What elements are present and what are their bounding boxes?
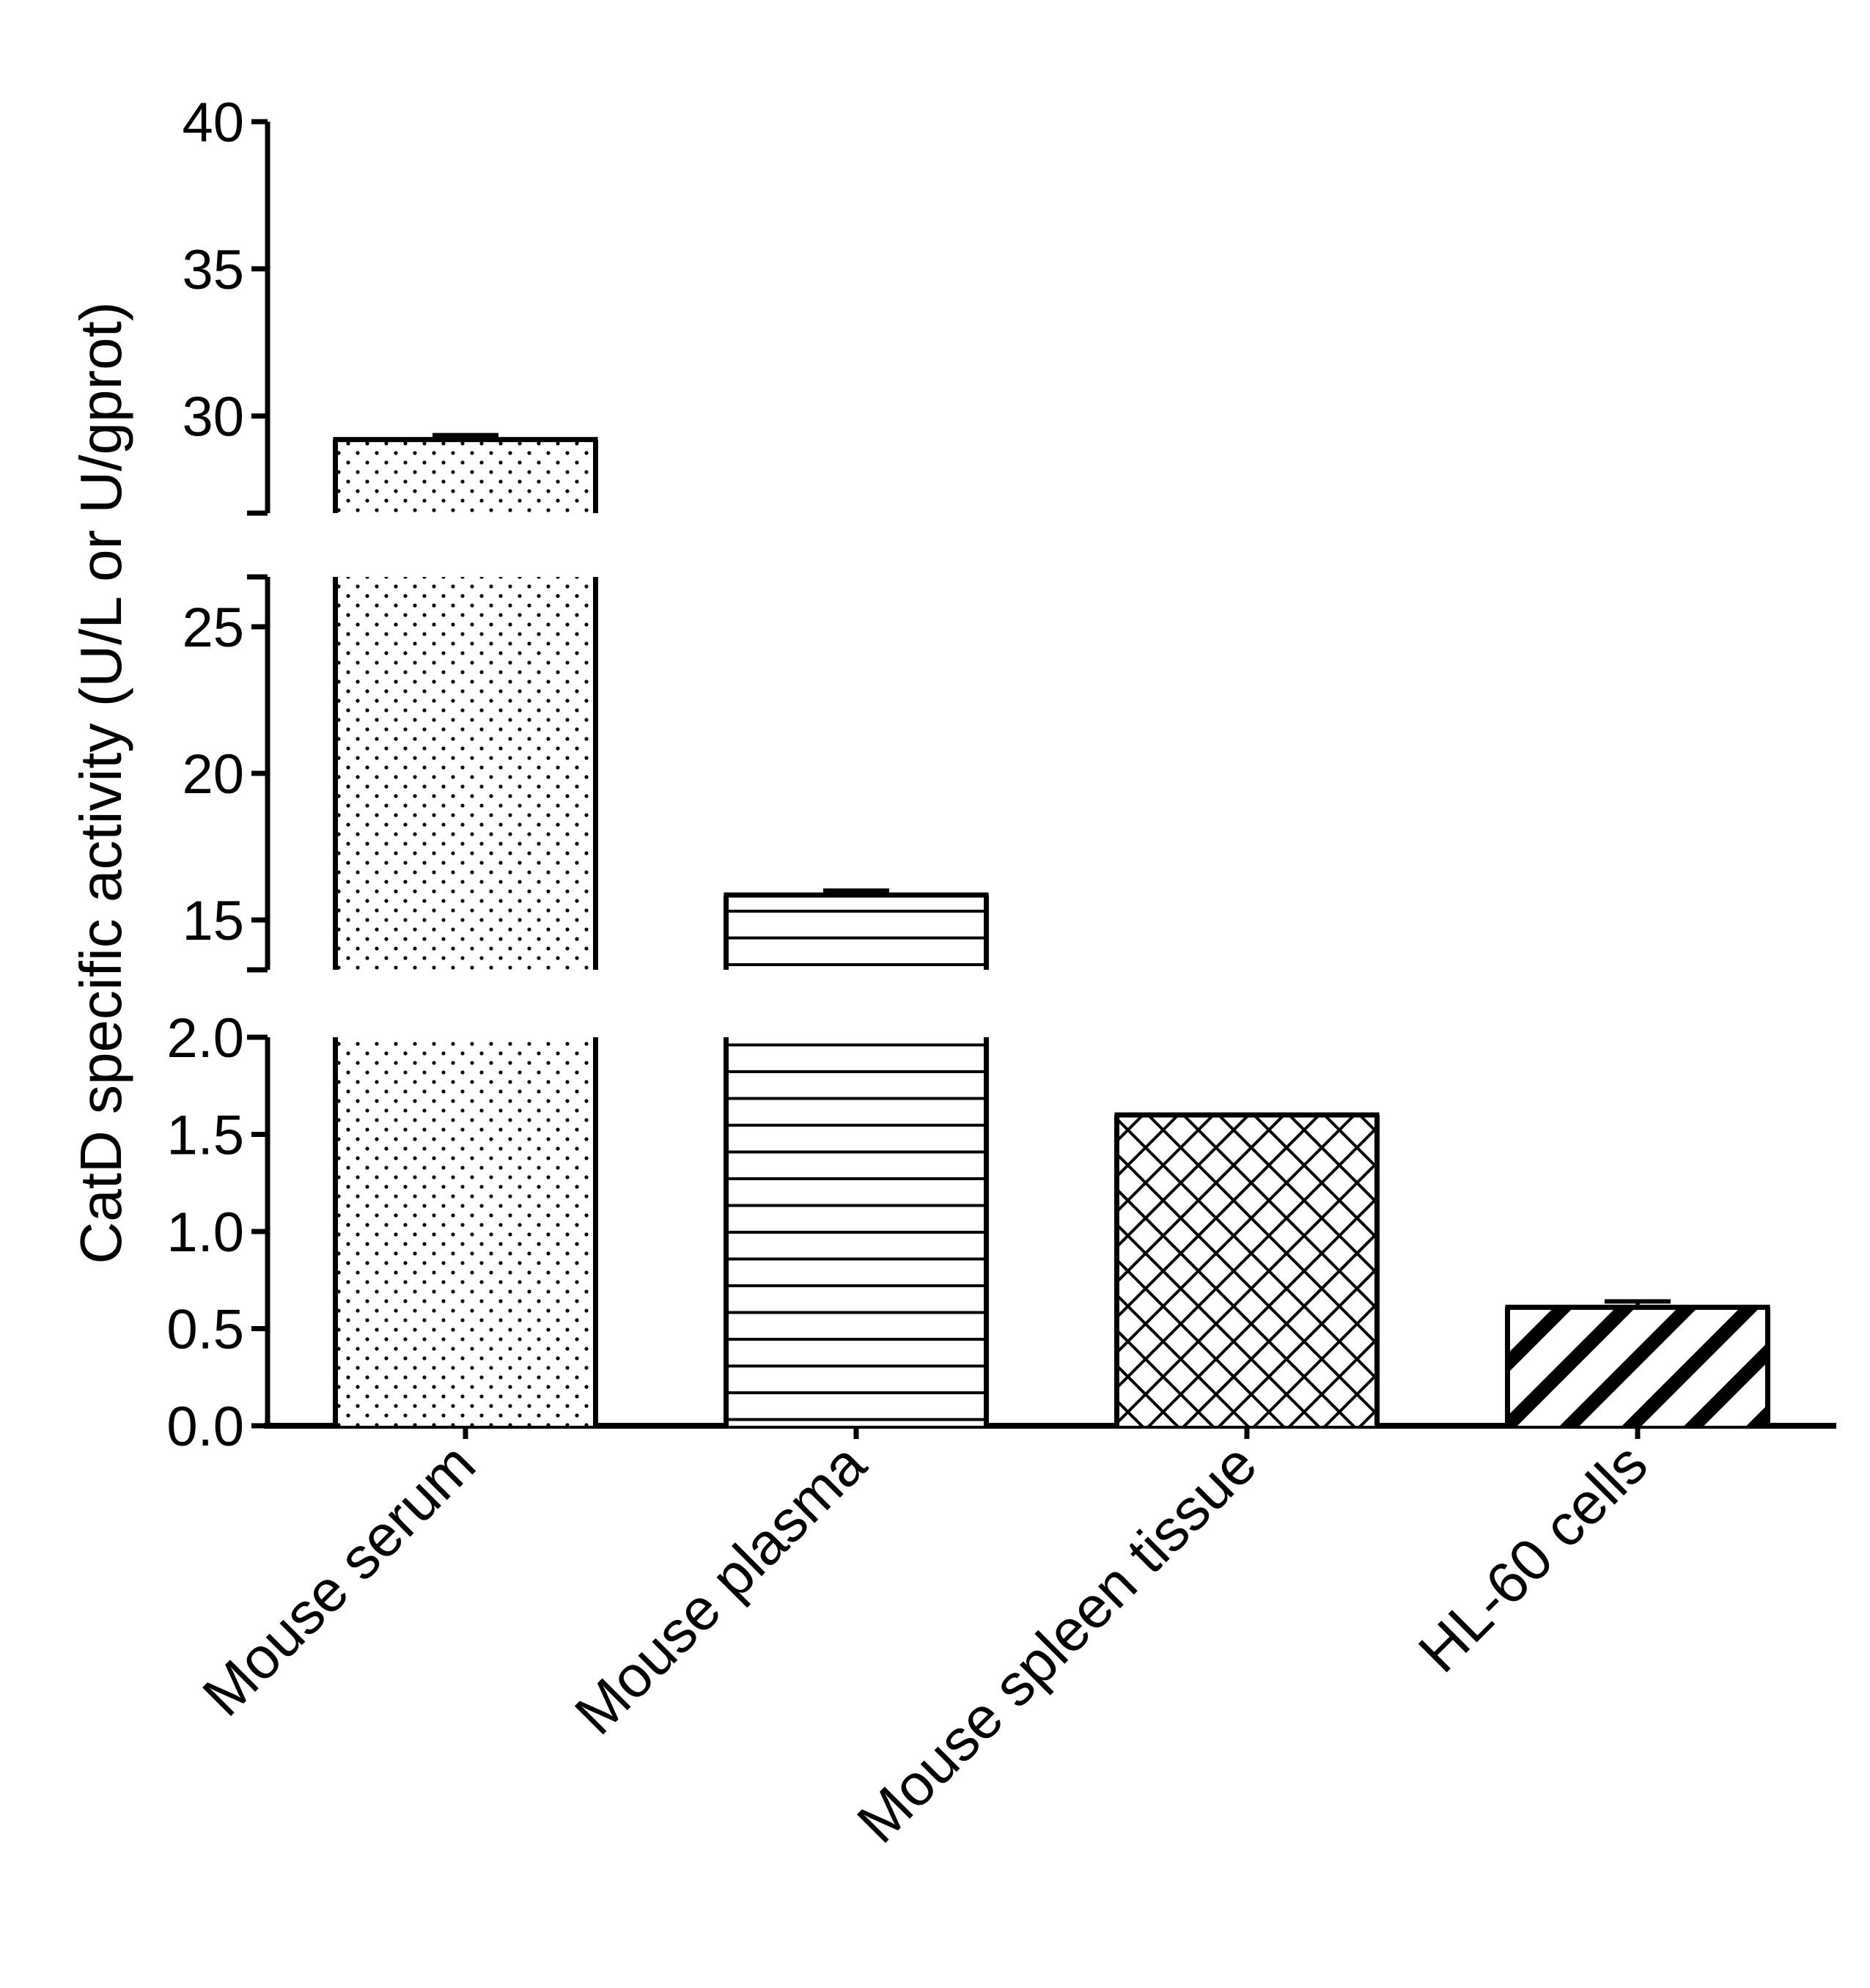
x-category-label: Mouse serum — [190, 1431, 487, 1729]
y-tick-label: 1.5 — [166, 1105, 244, 1167]
bar-fill — [335, 439, 596, 513]
y-tick-label: 15 — [182, 890, 244, 952]
bar-fill — [1116, 1115, 1377, 1426]
x-category-label: Mouse plasma — [562, 1431, 878, 1747]
bar-fill — [335, 1037, 596, 1426]
bar-fill — [335, 577, 596, 970]
bar-fill — [726, 895, 987, 970]
bar-fill — [726, 1037, 987, 1426]
y-tick-label: 0.5 — [166, 1299, 244, 1361]
y-tick-label: 40 — [182, 92, 244, 154]
y-tick-label: 0.0 — [166, 1396, 244, 1458]
y-tick-label: 35 — [182, 239, 244, 301]
y-axis-title: CatD specific activity (U/L or U/gprot) — [68, 302, 133, 1264]
bar-fill — [1507, 1307, 1768, 1426]
y-tick-label: 25 — [182, 597, 244, 659]
y-tick-label: 30 — [182, 386, 244, 449]
y-tick-label: 1.0 — [166, 1201, 244, 1264]
x-category-label: Mouse spleen tissue — [844, 1431, 1269, 1855]
y-tick-label: 20 — [182, 743, 244, 806]
x-category-label: HL-60 cells — [1406, 1431, 1660, 1685]
y-tick-label: 2.0 — [166, 1007, 244, 1070]
